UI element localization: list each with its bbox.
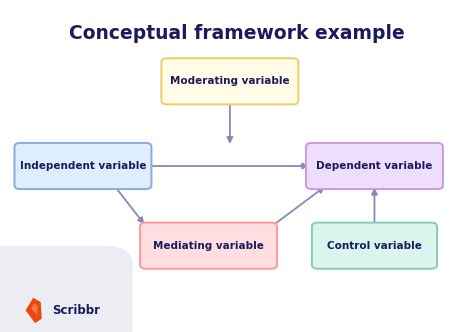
Text: Conceptual framework example: Conceptual framework example (69, 24, 405, 43)
FancyBboxPatch shape (306, 143, 443, 189)
Polygon shape (31, 303, 38, 315)
Text: Mediating variable: Mediating variable (153, 241, 264, 251)
Text: Scribbr: Scribbr (52, 304, 100, 317)
FancyBboxPatch shape (14, 143, 152, 189)
Text: Control variable: Control variable (327, 241, 422, 251)
Polygon shape (26, 298, 42, 323)
FancyBboxPatch shape (161, 58, 299, 104)
FancyBboxPatch shape (140, 222, 277, 269)
Text: Dependent variable: Dependent variable (316, 161, 433, 171)
Text: Independent variable: Independent variable (20, 161, 146, 171)
FancyBboxPatch shape (0, 246, 133, 332)
FancyBboxPatch shape (312, 222, 437, 269)
Text: Moderating variable: Moderating variable (170, 76, 290, 86)
